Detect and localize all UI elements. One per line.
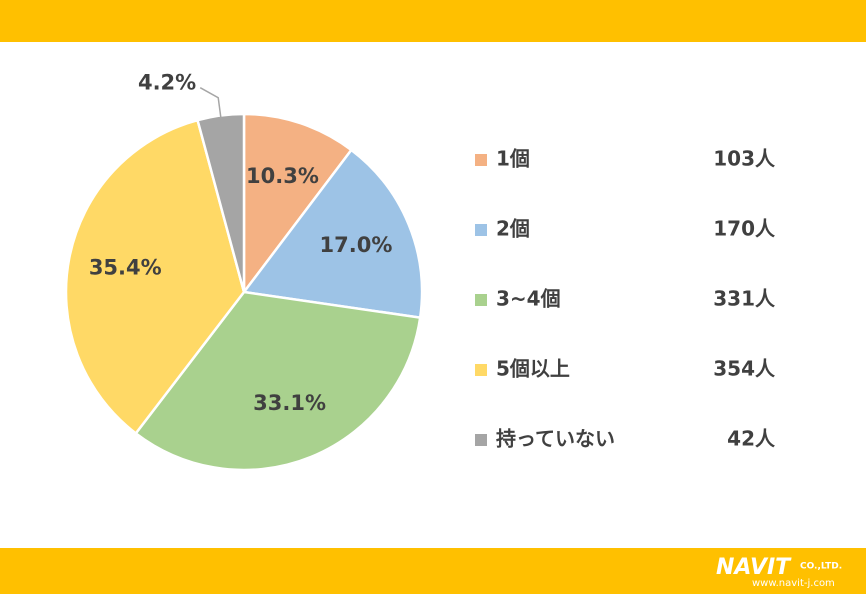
- count-label: 42人: [727, 427, 776, 451]
- logo-name: NAVIT: [716, 555, 792, 580]
- legend-swatch: [475, 434, 487, 446]
- logo: NAVIT CO.,LTD. www.navit-j.com: [716, 555, 842, 589]
- legend-label: 持っていない: [496, 427, 615, 451]
- pie-slice: [241, 148, 424, 320]
- data-label: 17.0%: [320, 233, 393, 257]
- logo-url: www.navit-j.com: [752, 578, 835, 589]
- legend-swatch: [475, 364, 487, 376]
- pie: 10.3% 17.0% 33.1% 35.4% 4.2%: [64, 71, 424, 472]
- legend-label: 3~4個: [496, 287, 561, 311]
- top-band: [0, 0, 866, 42]
- legend-label: 2個: [496, 217, 530, 241]
- legend-label: 5個以上: [496, 357, 570, 381]
- legend-swatch: [475, 154, 487, 166]
- data-label: 4.2%: [138, 71, 196, 95]
- data-label: 35.4%: [89, 256, 162, 280]
- logo-company: CO.,LTD.: [800, 562, 842, 572]
- count-label: 170人: [713, 217, 776, 241]
- bottom-band: [0, 548, 866, 594]
- legend-swatch: [475, 294, 487, 306]
- pie-slice: [134, 290, 422, 472]
- data-label: 10.3%: [246, 164, 319, 188]
- pie-slice: [64, 118, 246, 436]
- count-label: 331人: [713, 287, 776, 311]
- legend-swatch: [475, 224, 487, 236]
- count-label: 354人: [713, 357, 776, 381]
- pie-slice: [242, 112, 354, 296]
- legend-label: 1個: [496, 147, 530, 171]
- leader-line: [199, 87, 222, 120]
- count-label: 103人: [713, 147, 776, 171]
- data-label: 33.1%: [253, 391, 326, 415]
